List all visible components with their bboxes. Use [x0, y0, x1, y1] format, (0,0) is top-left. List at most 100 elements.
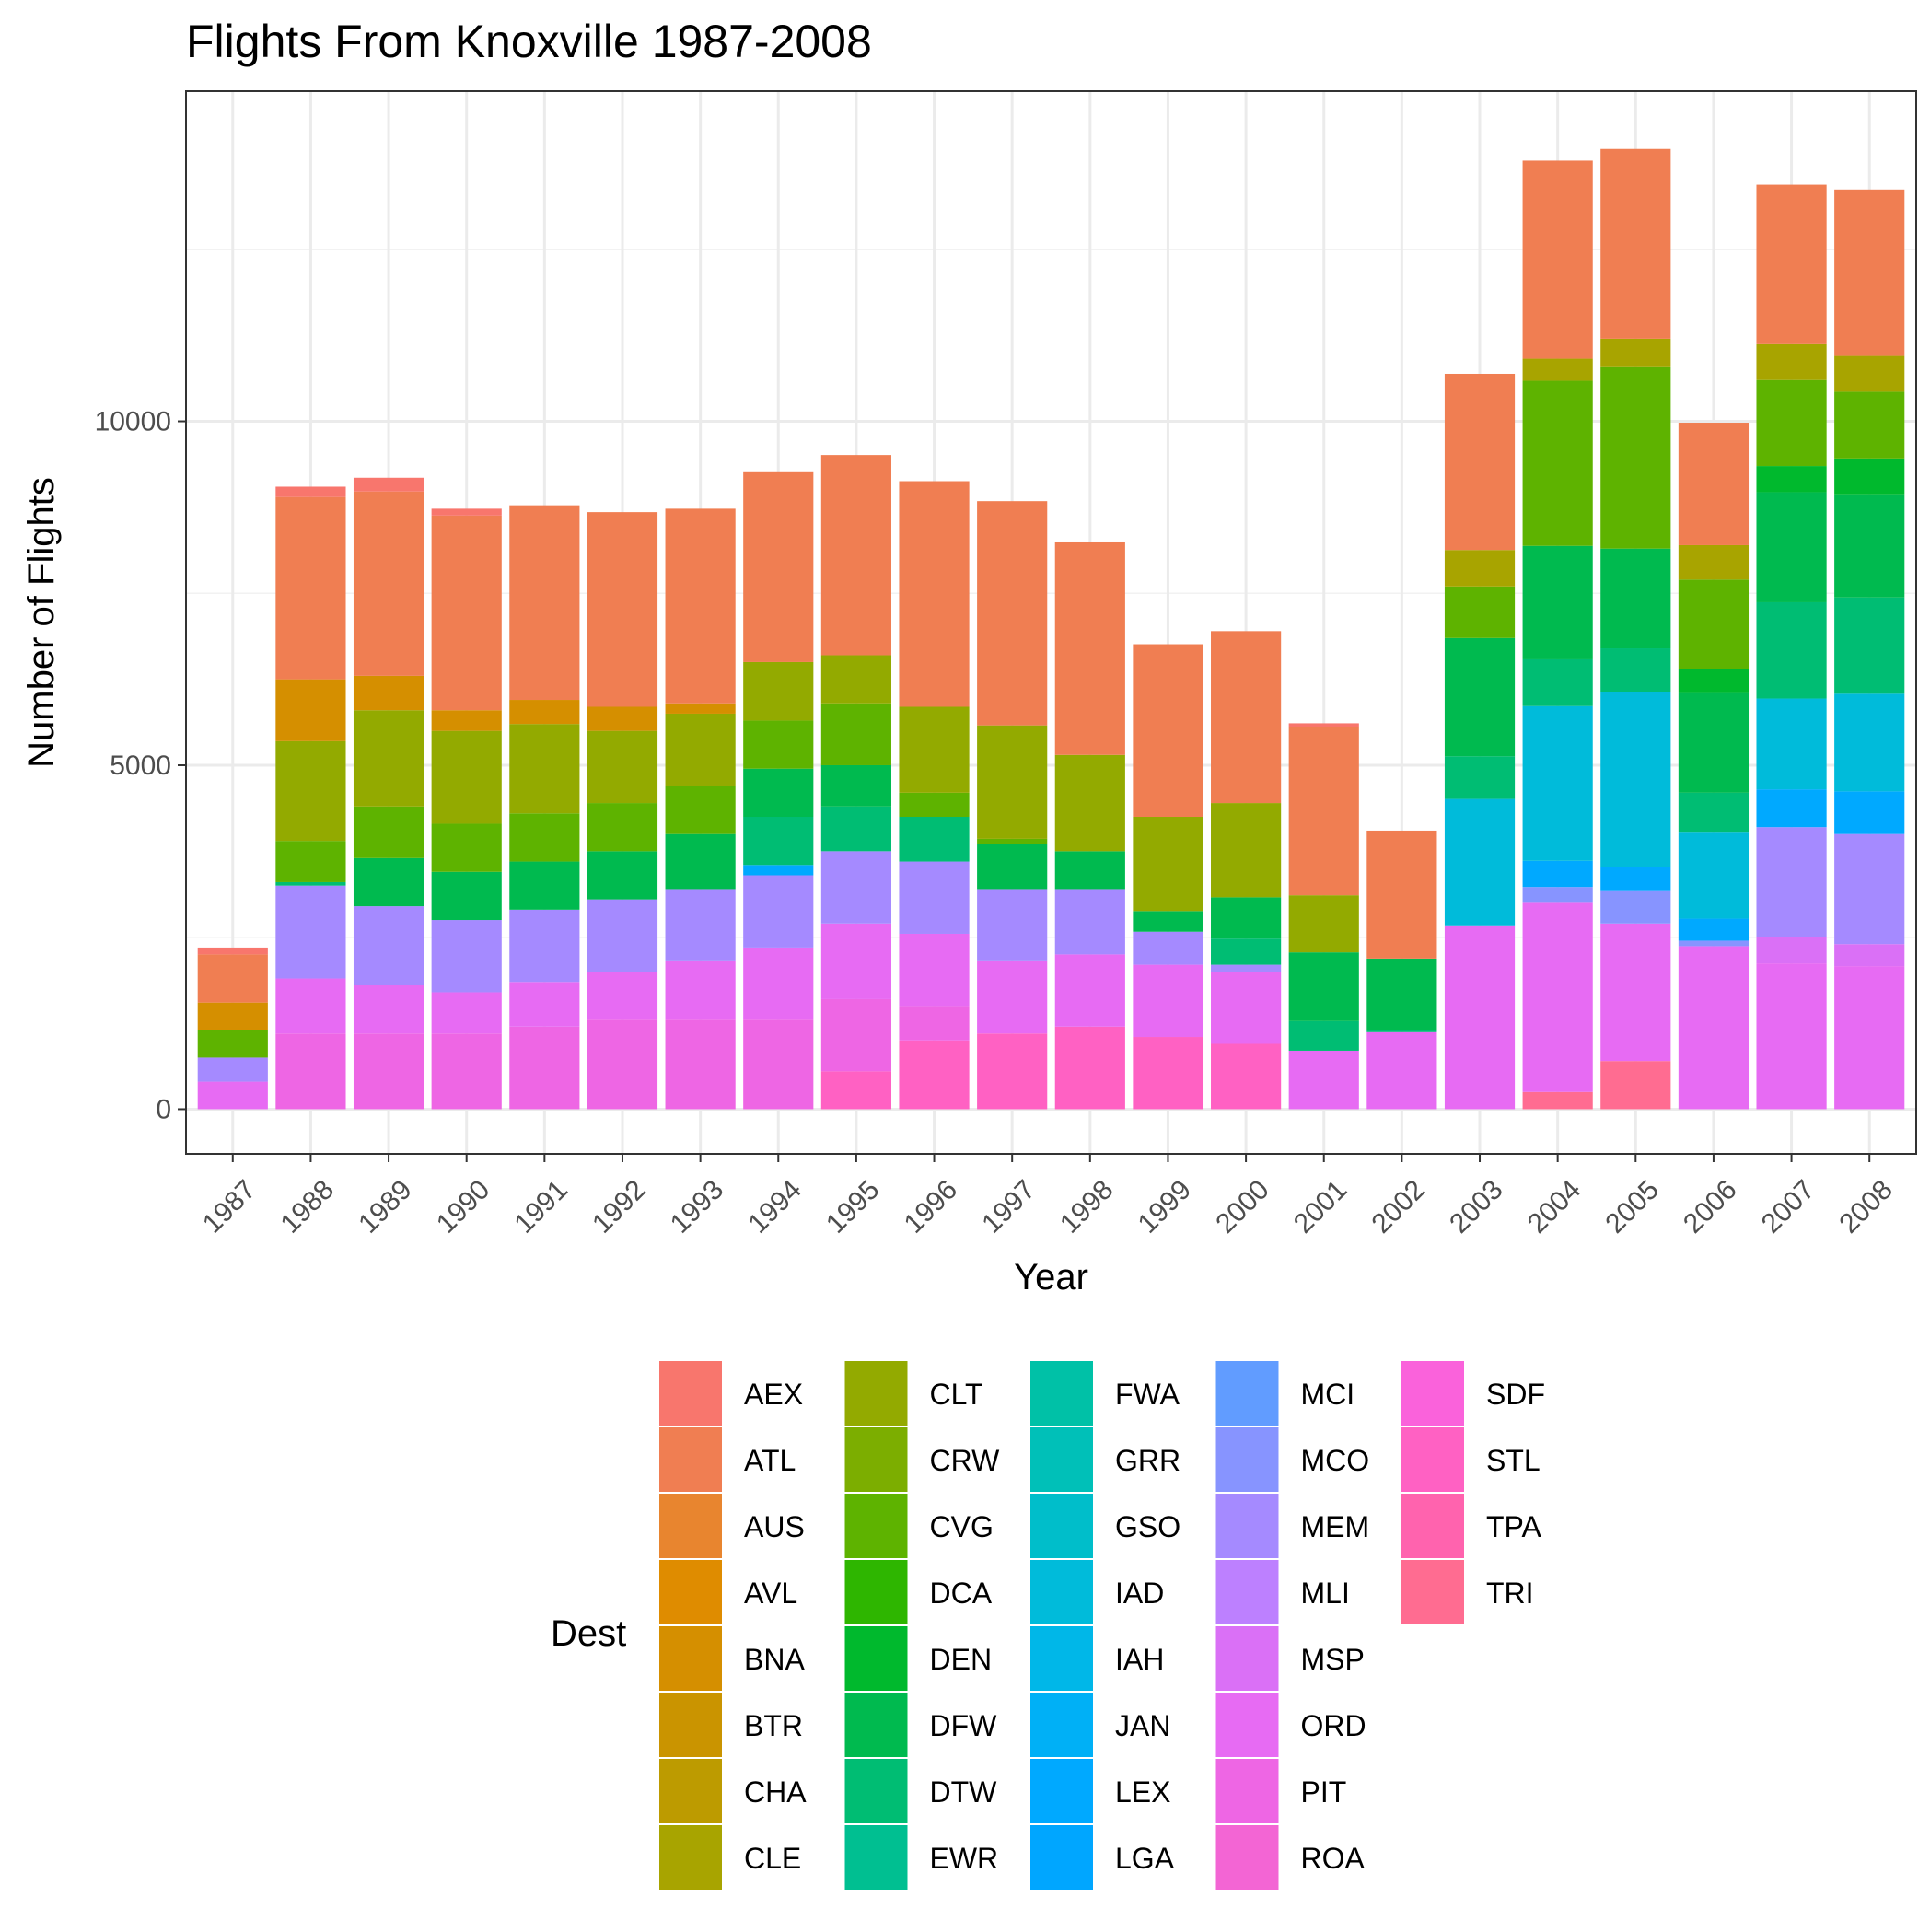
- bar-segment-1993-CLT: [665, 713, 736, 786]
- bar-segment-2001-AEX: [1288, 723, 1359, 727]
- bar-segment-2002-ORD: [1366, 1031, 1437, 1110]
- bar-segment-1995-STL: [820, 1071, 891, 1110]
- bar-segment-2008-LEX: [1834, 791, 1905, 834]
- bar-segment-1993-DFW: [665, 833, 736, 890]
- legend-label-TRI: TRI: [1486, 1577, 1534, 1610]
- legend-label-DTW: DTW: [930, 1775, 998, 1809]
- y-tick-label: 0: [156, 1094, 171, 1124]
- legend-label-DEN: DEN: [930, 1643, 993, 1676]
- bar-segment-2003-DFW: [1444, 637, 1516, 757]
- bar-segment-1995-CVG: [820, 703, 891, 765]
- legend-label-ORD: ORD: [1301, 1709, 1366, 1742]
- bar-segment-1988-ORD: [275, 978, 346, 1034]
- bar-segment-2004-MCO: [1522, 887, 1593, 903]
- bar-segment-1995-DFW: [820, 764, 891, 807]
- legend-label-FWA: FWA: [1115, 1378, 1180, 1411]
- legend-label-CLE: CLE: [744, 1842, 801, 1875]
- bar-segment-2006-ATL: [1678, 423, 1750, 545]
- legend-key-IAH: [1030, 1626, 1093, 1691]
- bar-segment-2008-CLE: [1834, 355, 1905, 392]
- bar-segment-2008-MSP: [1834, 944, 1905, 967]
- legend-key-GRR: [1030, 1427, 1093, 1492]
- bar-segment-1999-MEM: [1133, 931, 1203, 965]
- bar-segment-1987-ORD: [197, 1081, 268, 1110]
- bar-segment-1992-CVG: [587, 803, 658, 852]
- bar-segment-1990-AEX: [431, 508, 502, 516]
- bar-segment-2000-ORD: [1211, 972, 1282, 1044]
- y-axis: 0 5000 10000: [95, 407, 186, 1124]
- bar-segment-2007-ORD: [1756, 963, 1827, 1110]
- bar-segment-2003-DTW: [1444, 756, 1516, 799]
- bar-segment-1989-PIT: [353, 1033, 424, 1110]
- legend-key-AVL: [659, 1560, 722, 1624]
- bar-segment-1989-MEM: [353, 906, 424, 986]
- legend-key-AEX: [659, 1361, 722, 1426]
- legend-key-BNA: [659, 1626, 722, 1691]
- bar-segment-2000-CLT: [1211, 803, 1282, 898]
- bar-segment-1988-DTW: [275, 881, 346, 886]
- bar-segment-2001-DTW: [1288, 1020, 1359, 1051]
- bar-segment-2008-DTW: [1834, 597, 1905, 694]
- bar-segment-1988-MEM: [275, 885, 346, 979]
- bar-segment-2005-LEX: [1600, 867, 1671, 891]
- x-tick-label: 2004: [1522, 1174, 1587, 1240]
- bar-segment-2004-LEX: [1522, 860, 1593, 888]
- x-tick-label: 1993: [665, 1174, 730, 1240]
- bar-segment-1993-MEM: [665, 889, 736, 961]
- bar-segment-1993-ATL: [665, 508, 736, 704]
- x-tick-label: 1992: [587, 1174, 652, 1240]
- legend-key-JAN: [1030, 1693, 1093, 1757]
- bar-segment-1997-DFW: [977, 844, 1048, 890]
- bar-segment-1989-CLT: [353, 710, 424, 807]
- bar-segment-2003-IAD: [1444, 798, 1516, 926]
- bar-segment-2001-CLT: [1288, 895, 1359, 953]
- bar-segment-2002-ATL: [1366, 830, 1437, 959]
- legend-label-IAH: IAH: [1115, 1643, 1164, 1676]
- bar-segment-2004-DTW: [1522, 658, 1593, 706]
- bar-segment-1991-ORD: [509, 982, 580, 1027]
- bar-segment-1997-STL: [977, 1033, 1048, 1110]
- bar-segment-2004-CVG: [1522, 380, 1593, 546]
- x-tick-label: 1997: [976, 1174, 1041, 1240]
- bar-segment-1991-CLT: [509, 724, 580, 814]
- x-tick-label: 1998: [1054, 1174, 1120, 1240]
- bar-segment-1992-PIT: [587, 1019, 658, 1110]
- legend-key-LEX: [1030, 1759, 1093, 1823]
- legend-key-STL: [1401, 1427, 1464, 1492]
- x-tick-label: 2000: [1210, 1174, 1275, 1240]
- bar-segment-2005-ORD: [1600, 923, 1671, 1062]
- bar-segment-1994-ATL: [743, 471, 814, 662]
- bar-segment-1991-PIT: [509, 1026, 580, 1110]
- legend-label-GRR: GRR: [1115, 1444, 1180, 1477]
- x-tick-label: 1987: [197, 1174, 262, 1240]
- x-tick-label: 2003: [1444, 1174, 1509, 1240]
- bar-segment-1987-BNA: [197, 1002, 268, 1030]
- bar-segment-2006-DFW: [1678, 692, 1750, 793]
- bar-segment-2008-MEM: [1834, 833, 1905, 945]
- x-tick-label: 1999: [1133, 1174, 1198, 1240]
- legend-key-DCA: [844, 1560, 908, 1624]
- bar-segment-2007-LEX: [1756, 789, 1827, 828]
- bar-segment-1988-CVG: [275, 841, 346, 882]
- legend-label-PIT: PIT: [1301, 1775, 1347, 1809]
- legend-label-IAD: IAD: [1115, 1577, 1164, 1610]
- bar-segment-1992-BNA: [587, 706, 658, 731]
- bar-segment-2002-DTW: [1366, 1030, 1437, 1032]
- bar-segment-2007-DTW: [1756, 601, 1827, 699]
- legend-label-ROA: ROA: [1301, 1842, 1366, 1875]
- bar-segment-1997-CVG: [977, 838, 1048, 844]
- bar-segment-1996-CLT: [899, 706, 970, 793]
- bar-segment-1994-DFW: [743, 768, 814, 818]
- bar-segment-1990-CVG: [431, 823, 502, 872]
- legend-label-MCO: MCO: [1301, 1444, 1370, 1477]
- legend-key-LGA: [1030, 1825, 1093, 1890]
- legend-key-DEN: [844, 1626, 908, 1691]
- bar-segment-1991-MEM: [509, 909, 580, 983]
- bar-segment-2007-MEM: [1756, 827, 1827, 937]
- bar-segment-1998-DFW: [1054, 851, 1125, 890]
- x-axis: 1987 1988 1989 1990 1991 1992 1993 1994 1995 1996…: [197, 1154, 1899, 1240]
- bar-segment-1998-CLT: [1054, 754, 1125, 852]
- bar-segment-2005-ATL: [1600, 148, 1671, 339]
- legend-label-ATL: ATL: [744, 1444, 796, 1477]
- bar-segment-1992-ORD: [587, 972, 658, 1020]
